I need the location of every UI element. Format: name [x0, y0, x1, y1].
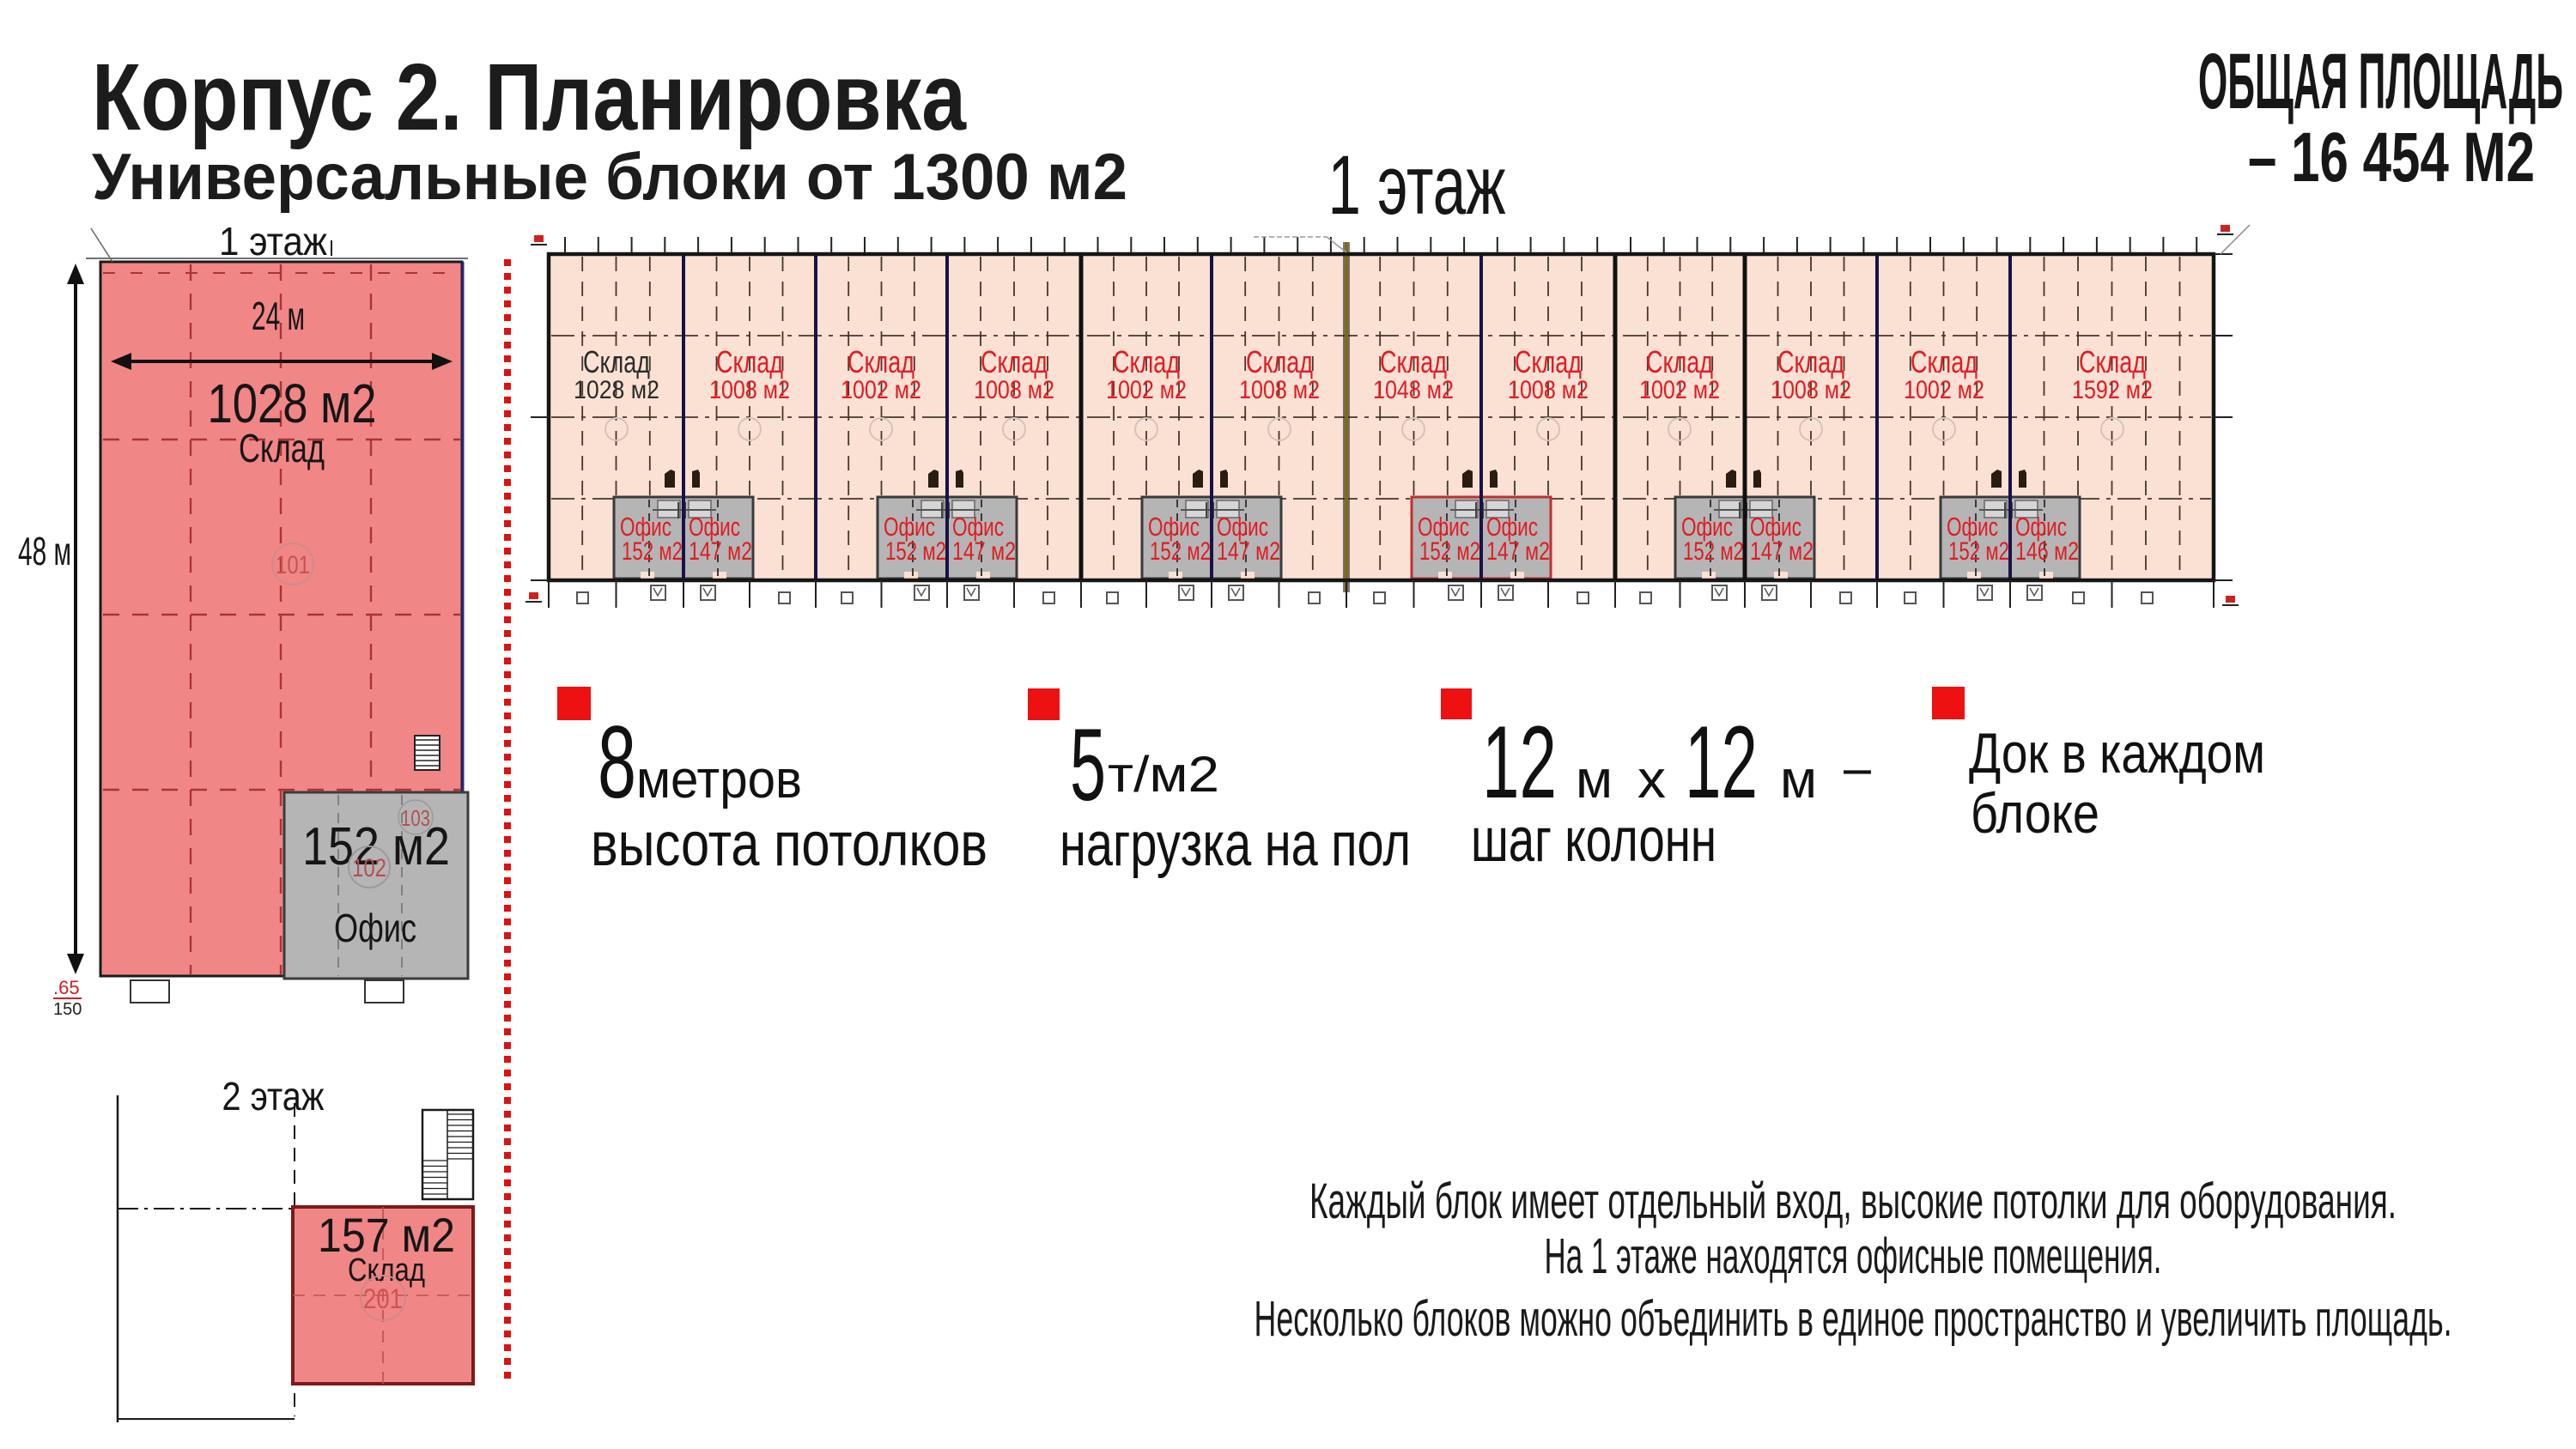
svg-text:1 этаж: 1 этаж [1328, 138, 1506, 232]
svg-text:147 м2: 147 м2 [689, 537, 752, 566]
svg-text:1002 м2: 1002 м2 [841, 376, 921, 404]
svg-text:Офис: Офис [1486, 512, 1538, 542]
svg-text:1008 м2: 1008 м2 [1239, 376, 1320, 404]
svg-text:высота потолков: высота потолков [591, 810, 987, 879]
svg-text:м: м [1576, 750, 1613, 809]
svg-text:т/м2: т/м2 [1108, 747, 1219, 803]
svg-text:Склад: Склад [1380, 344, 1447, 379]
svg-text:–: – [1844, 738, 1871, 797]
svg-text:Склад: Склад [583, 344, 650, 379]
svg-text:152 м2: 152 м2 [1150, 537, 1211, 566]
svg-text:103: 103 [401, 805, 430, 831]
svg-text:Несколько блоков можно объедин: Несколько блоков можно объединить в един… [1255, 1291, 2452, 1347]
svg-text:Склад: Склад [1515, 344, 1582, 379]
svg-text:метров: метров [636, 750, 802, 809]
svg-text:Склад: Склад [1113, 344, 1180, 379]
svg-text:1028 м2: 1028 м2 [208, 373, 377, 434]
svg-text:1002 м2: 1002 м2 [1639, 376, 1720, 404]
svg-text:Офис: Офис [1681, 512, 1733, 542]
svg-text:101: 101 [276, 551, 310, 579]
svg-text:5: 5 [1070, 707, 1106, 822]
svg-text:1008 м2: 1008 м2 [1508, 376, 1589, 404]
svg-text:2 этаж: 2 этаж [222, 1074, 325, 1119]
svg-text:Склад: Склад [981, 344, 1048, 379]
svg-text:157 м2: 157 м2 [318, 1208, 455, 1262]
svg-text:1592 м2: 1592 м2 [2072, 376, 2153, 404]
svg-text:Офис: Офис [1418, 512, 1469, 542]
svg-text:48 м: 48 м [18, 529, 71, 573]
svg-text:152 м2: 152 м2 [1419, 537, 1480, 566]
svg-text:Офис: Офис [2015, 512, 2067, 542]
svg-text:152 м2: 152 м2 [1683, 537, 1744, 566]
svg-text:1008 м2: 1008 м2 [709, 376, 790, 404]
svg-text:1048 м2: 1048 м2 [1373, 376, 1454, 404]
svg-text:147 м2: 147 м2 [1217, 537, 1280, 566]
svg-text:х: х [1637, 750, 1666, 809]
svg-text:Каждый блок имеет отдельный вх: Каждый блок имеет отдельный вход, высоки… [1309, 1173, 2397, 1229]
svg-text:м: м [1780, 750, 1817, 809]
svg-text:152 м2: 152 м2 [622, 537, 683, 566]
svg-text:Склад: Склад [1777, 344, 1844, 379]
svg-text:Склад: Склад [1246, 344, 1313, 379]
svg-text:Док в каждом: Док в каждом [1969, 721, 2265, 785]
svg-text:Универсальные блоки от 1300 м2: Универсальные блоки от 1300 м2 [92, 141, 1127, 214]
svg-text:1008 м2: 1008 м2 [1771, 376, 1851, 404]
svg-text:Офис: Офис [1148, 512, 1200, 542]
svg-text:146 м2: 146 м2 [2015, 537, 2079, 566]
svg-text:Офис: Офис [620, 512, 671, 542]
svg-text:12: 12 [1482, 705, 1557, 820]
svg-text:Склад: Склад [1911, 344, 1978, 379]
svg-text:блоке: блоке [1971, 781, 2099, 845]
svg-text:На 1 этаже находятся офисные п: На 1 этаже находятся офисные помещения. [1545, 1228, 2162, 1284]
svg-text:24 м: 24 м [252, 294, 305, 338]
svg-text:Офис: Офис [1750, 512, 1801, 542]
svg-text:ОБЩАЯ ПЛОЩАДЬ: ОБЩАЯ ПЛОЩАДЬ [2198, 38, 2563, 125]
svg-text:Офис: Офис [884, 512, 935, 542]
svg-text:147 м2: 147 м2 [1750, 537, 1814, 566]
svg-text:Офис: Офис [1217, 512, 1268, 542]
svg-text:147 м2: 147 м2 [952, 537, 1016, 566]
svg-text:1008 м2: 1008 м2 [974, 376, 1054, 404]
svg-text:Офис: Офис [952, 512, 1004, 542]
svg-text:150: 150 [53, 1000, 82, 1019]
svg-text:8: 8 [598, 705, 636, 820]
svg-text:1002 м2: 1002 м2 [1106, 376, 1187, 404]
svg-text:152 м2: 152 м2 [885, 537, 946, 566]
svg-text:Корпус 2. Планировка: Корпус 2. Планировка [92, 45, 967, 150]
svg-text:12: 12 [1685, 705, 1758, 820]
svg-text:Офис: Офис [689, 512, 740, 542]
svg-text:Склад: Склад [239, 426, 325, 470]
svg-text:1028 м2: 1028 м2 [574, 376, 659, 404]
svg-text:201: 201 [363, 1283, 403, 1314]
svg-text:Офис: Офис [334, 906, 416, 950]
svg-text:Склад: Склад [2079, 344, 2146, 379]
svg-text:Склад: Склад [348, 1252, 425, 1288]
svg-text:152 м2: 152 м2 [1948, 537, 2009, 566]
svg-text:147 м2: 147 м2 [1486, 537, 1550, 566]
svg-text:нагрузка на пол: нагрузка на пол [1060, 810, 1411, 879]
svg-text:1 этаж: 1 этаж [219, 219, 327, 264]
svg-text:шаг колонн: шаг колонн [1471, 806, 1716, 875]
svg-text:.65: .65 [53, 977, 80, 998]
svg-text:Склад: Склад [1646, 344, 1713, 379]
svg-text:Склад: Склад [716, 344, 783, 379]
svg-text:1002 м2: 1002 м2 [1904, 376, 1984, 404]
svg-text:Офис: Офис [1947, 512, 1998, 542]
svg-text:Склад: Склад [848, 344, 914, 379]
svg-text:– 16 454 М2: – 16 454 М2 [2248, 118, 2535, 197]
svg-text:102: 102 [352, 854, 386, 882]
